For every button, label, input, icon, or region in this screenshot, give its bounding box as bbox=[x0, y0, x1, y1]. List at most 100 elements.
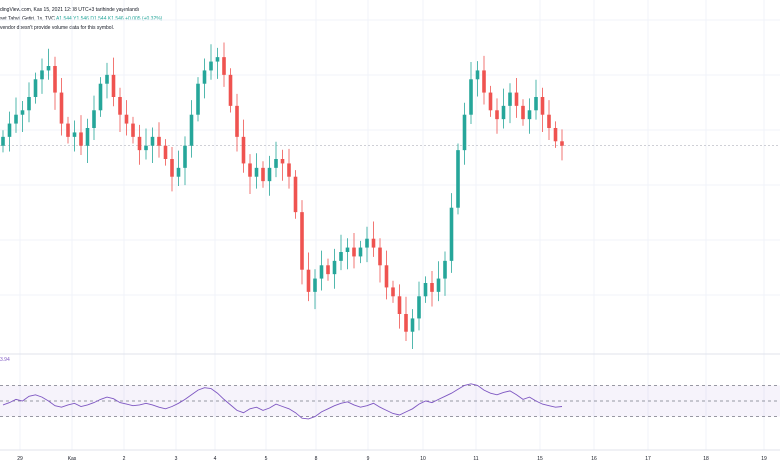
candle bbox=[404, 296, 408, 342]
candle bbox=[27, 82, 31, 123]
candle bbox=[98, 77, 103, 117]
candle bbox=[248, 154, 252, 194]
source-line: dingView.com, Kas 15, 2021 12:08 UTC+3 t… bbox=[0, 7, 140, 13]
candle-body bbox=[72, 132, 77, 137]
candle bbox=[150, 127, 155, 163]
candle-body bbox=[293, 176, 298, 213]
candle bbox=[267, 155, 272, 196]
candle bbox=[482, 55, 486, 105]
volume-notice: vendor doesn't provide volume data for t… bbox=[0, 25, 115, 31]
candle-body bbox=[59, 92, 64, 124]
candle-body bbox=[261, 167, 265, 182]
candle bbox=[46, 48, 51, 80]
candle bbox=[20, 100, 25, 132]
candle-body bbox=[183, 145, 187, 168]
symbol-line: set Tahvil Getiri, 1s, TVC bbox=[0, 16, 55, 22]
candle-body bbox=[456, 150, 460, 208]
candle bbox=[430, 271, 434, 307]
candle-body bbox=[222, 57, 226, 75]
candle-body bbox=[423, 283, 428, 297]
candle-body bbox=[371, 238, 376, 248]
candle bbox=[423, 276, 428, 303]
candle bbox=[319, 250, 324, 291]
candle-body bbox=[306, 269, 311, 292]
candle-body bbox=[157, 136, 161, 146]
x-tick-label: 5 bbox=[265, 456, 268, 462]
candle-body bbox=[131, 123, 135, 137]
rsi-polyline bbox=[2, 383, 563, 420]
candle-body bbox=[111, 74, 116, 97]
candle bbox=[222, 42, 226, 87]
candle bbox=[209, 44, 213, 80]
candle-body bbox=[384, 265, 389, 288]
chart-header: dingView.com, Kas 15, 2021 12:08 UTC+3 t… bbox=[0, 6, 162, 33]
candle bbox=[469, 62, 473, 125]
candle-body bbox=[33, 79, 38, 97]
candle-body bbox=[124, 114, 129, 124]
candle-body bbox=[7, 123, 12, 137]
candle-body bbox=[92, 110, 96, 128]
x-tick-label: 16 bbox=[591, 456, 597, 462]
candle-body bbox=[332, 260, 337, 275]
candle bbox=[306, 252, 311, 302]
candle-body bbox=[469, 79, 473, 115]
candle-body bbox=[163, 145, 168, 159]
candle bbox=[339, 234, 343, 271]
candle bbox=[53, 56, 57, 110]
candle bbox=[189, 100, 194, 158]
candle bbox=[527, 98, 532, 134]
candle-body bbox=[553, 128, 558, 142]
candle-body bbox=[105, 74, 109, 84]
candle bbox=[170, 147, 174, 192]
candle bbox=[228, 68, 233, 113]
x-tick-label: 4 bbox=[214, 456, 217, 462]
candle-body bbox=[274, 159, 278, 168]
candle-body bbox=[514, 92, 519, 106]
x-tick-label: 3 bbox=[175, 456, 178, 462]
candle-body bbox=[66, 123, 70, 137]
candle-body bbox=[521, 105, 525, 120]
candle bbox=[280, 149, 285, 181]
candle bbox=[352, 232, 356, 269]
candle-body bbox=[313, 278, 317, 292]
candle bbox=[391, 280, 395, 303]
candle-body bbox=[14, 114, 18, 124]
candle bbox=[202, 58, 207, 99]
x-tick-label: 18 bbox=[703, 456, 709, 462]
candle-body bbox=[79, 132, 83, 146]
candle bbox=[345, 238, 350, 270]
grid-lines bbox=[0, 0, 780, 451]
candle-body bbox=[436, 278, 441, 292]
x-tick-label: Kas bbox=[68, 456, 77, 462]
candle bbox=[79, 115, 83, 156]
candle-body bbox=[189, 114, 194, 146]
candle bbox=[358, 240, 363, 264]
x-tick-label: 17 bbox=[645, 456, 651, 462]
candle-body bbox=[462, 114, 467, 151]
x-tick-label: 2 bbox=[123, 456, 126, 462]
candle bbox=[124, 100, 129, 136]
x-tick-label: 29 bbox=[17, 456, 23, 462]
candle-body bbox=[20, 110, 25, 115]
candle bbox=[118, 87, 122, 132]
candle-body bbox=[534, 97, 538, 111]
candle-body bbox=[501, 105, 506, 120]
candle-body bbox=[319, 265, 324, 279]
candle-body bbox=[150, 136, 155, 146]
candle bbox=[547, 100, 551, 140]
candle-body bbox=[475, 70, 480, 80]
x-tick-label: 10 bbox=[420, 456, 426, 462]
candle bbox=[326, 258, 330, 281]
candle-body bbox=[378, 247, 382, 266]
candle bbox=[521, 99, 525, 126]
candle bbox=[105, 62, 109, 99]
quote-values: A1.544 Y1.546 D1.544 K1.546 +0.005 (+0.3… bbox=[55, 16, 163, 22]
candle bbox=[293, 170, 298, 219]
candle bbox=[371, 221, 376, 257]
candle-body bbox=[430, 283, 434, 292]
candle-body bbox=[495, 110, 499, 120]
candle bbox=[183, 136, 187, 186]
candle-body bbox=[560, 141, 564, 146]
candle bbox=[534, 79, 538, 120]
